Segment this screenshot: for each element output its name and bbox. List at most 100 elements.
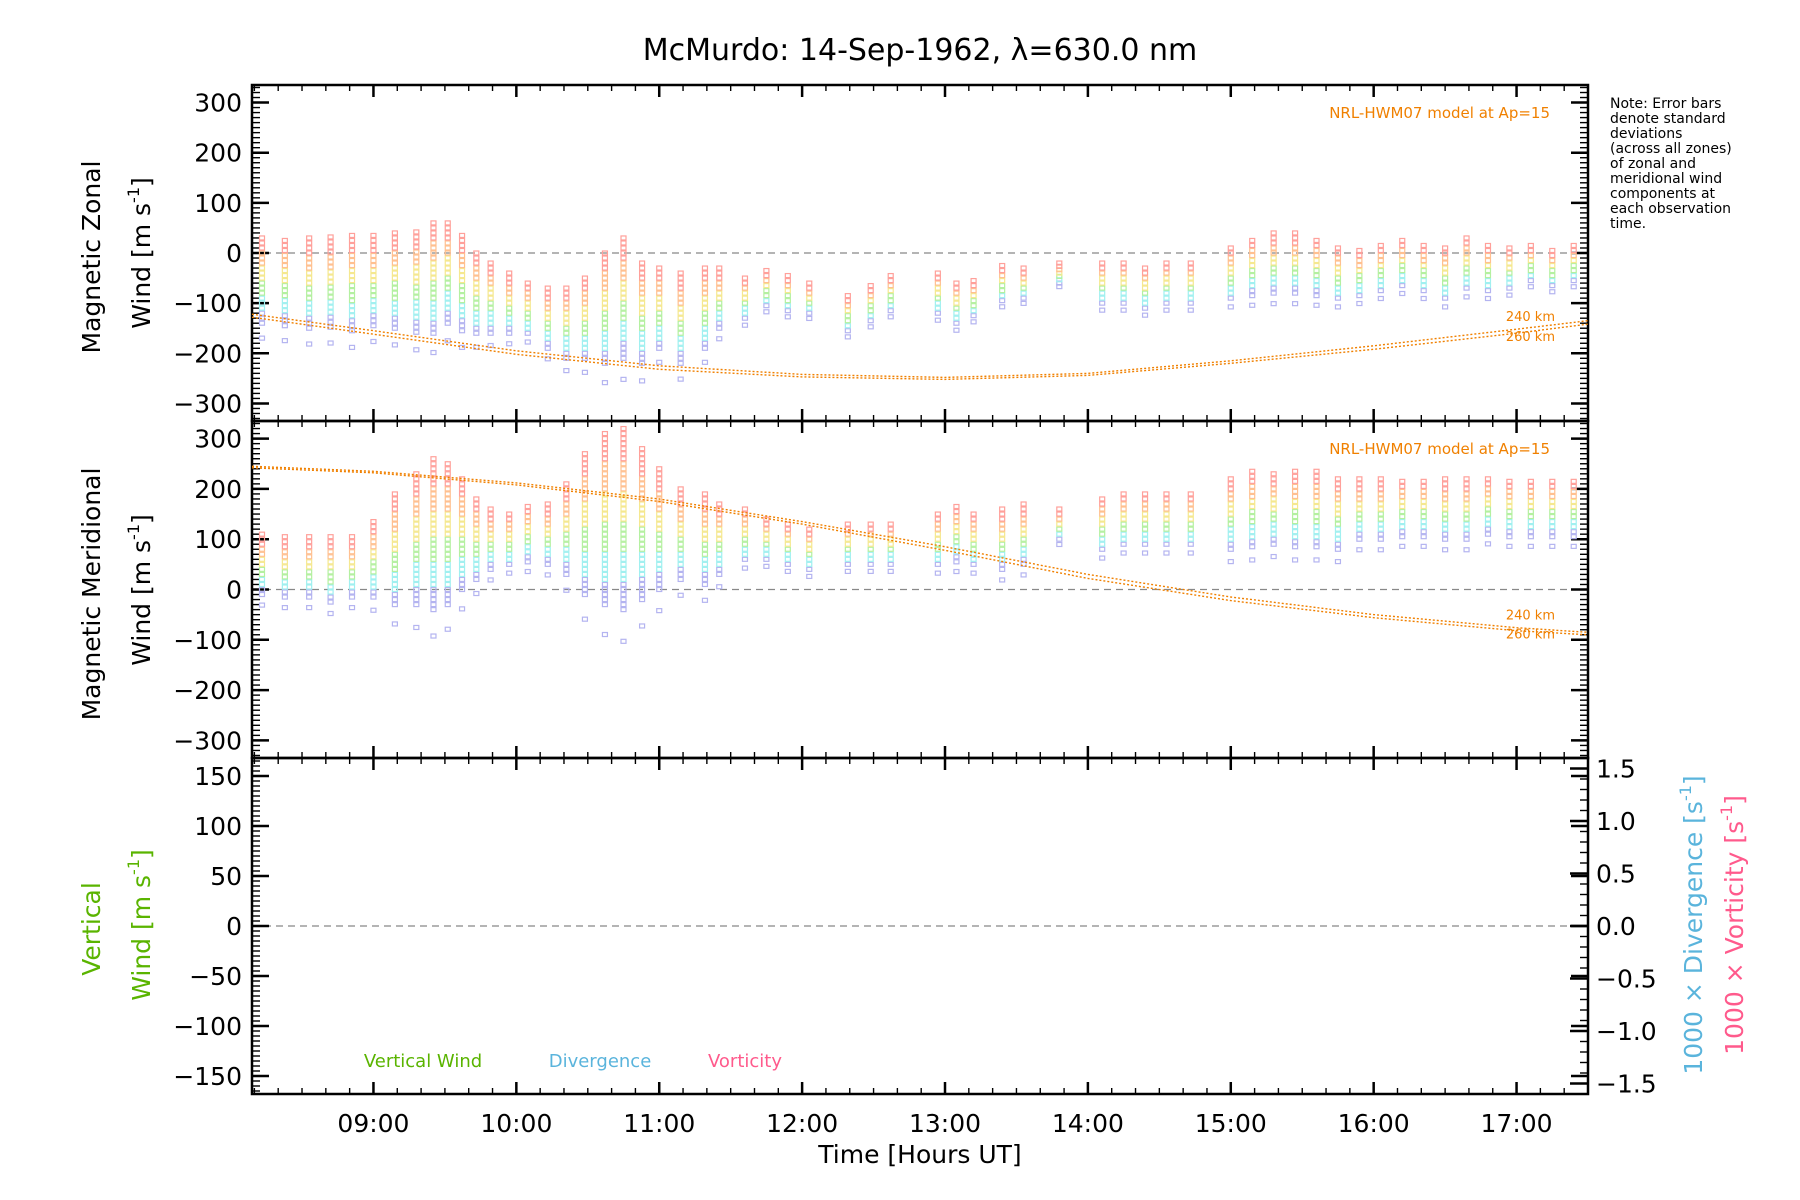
- zonal-obs-point: [1399, 267, 1406, 274]
- meridional-obs-point: [677, 541, 684, 547]
- meridional-obs-point: [656, 481, 663, 487]
- zonal-obs-point: [413, 304, 420, 310]
- meridional-obs-point: [306, 559, 313, 565]
- zonal-plot-frame: [250, 83, 1590, 423]
- meridional-ylabel-line1: Magnetic Meridional: [77, 468, 106, 721]
- meridional-obs-point: [638, 461, 646, 467]
- meridional-obs-point: [677, 571, 684, 578]
- meridional-obs-point: [487, 521, 494, 527]
- meridional-obs-point: [1334, 481, 1342, 487]
- meridional-obs-point: [1442, 491, 1449, 497]
- vertical-ytick-label: −100: [173, 1012, 242, 1041]
- zonal-obs-point: [677, 305, 684, 311]
- meridional-obs-point: [281, 589, 288, 595]
- meridional-obs-point: [430, 551, 437, 557]
- meridional-obs-point: [1291, 483, 1299, 489]
- zonal-obs-point: [1356, 267, 1363, 274]
- meridional-obs-point: [1377, 476, 1384, 482]
- meridional-obs-point: [1549, 483, 1556, 489]
- note-line-7: components at: [1610, 186, 1716, 202]
- meridional-obs-point: [430, 596, 437, 603]
- zonal-obs-point: [638, 330, 646, 336]
- zonal-obs-point: [1549, 252, 1556, 259]
- meridional-obs-point: [487, 556, 494, 562]
- x-tick-label: 11:00: [623, 1109, 695, 1138]
- meridional-obs-point: [370, 518, 377, 525]
- meridional-obs-point: [473, 536, 480, 542]
- meridional-obs-point: [1249, 498, 1256, 505]
- meridional-obs-point: [348, 564, 356, 570]
- meridional-obs-point: [391, 541, 398, 547]
- meridional-obs-point: [1356, 476, 1363, 482]
- zonal-obs-point: [1442, 245, 1449, 251]
- zonal-obs-point: [430, 330, 437, 336]
- zonal-obs-point: [444, 255, 451, 261]
- zonal-obs-point: [506, 305, 513, 311]
- zonal-obs-point: [1249, 262, 1256, 269]
- zonal-obs-point: [258, 255, 266, 261]
- meridional-obs-point: [1463, 511, 1470, 517]
- meridional-obs-point: [458, 511, 466, 517]
- zonal-obs-point: [763, 303, 770, 309]
- meridional-obs-point: [391, 521, 398, 527]
- meridional-obs-point: [306, 579, 313, 585]
- zonal-obs-point: [413, 269, 420, 275]
- meridional-obs-point: [601, 446, 609, 452]
- meridional-obs-point: [1570, 493, 1577, 500]
- zonal-obs-point: [638, 345, 646, 351]
- zonal-obs-point: [430, 305, 437, 311]
- meridional-obs-point: [716, 556, 723, 562]
- zonal-obs-point: [306, 250, 313, 256]
- zonal-obs-outlier: [1020, 300, 1027, 306]
- zonal-obs-point: [524, 320, 531, 326]
- meridional-obs-point: [1141, 536, 1149, 542]
- zonal-obs-point: [1141, 305, 1149, 311]
- zonal-obs-point: [1506, 265, 1513, 271]
- meridional-obs-point: [1356, 496, 1363, 502]
- meridional-obs-outlier: [258, 602, 266, 608]
- meridional-obs-point: [1270, 521, 1277, 527]
- zonal-ytick-label: 100: [194, 189, 242, 218]
- meridional-obs-point: [1399, 478, 1406, 484]
- meridional-obs-point: [544, 561, 551, 567]
- zonal-obs-point: [887, 282, 894, 289]
- meridional-obs-point: [258, 551, 266, 557]
- zonal-obs-point: [391, 325, 398, 331]
- zonal-obs-point: [391, 285, 398, 291]
- meridional-obs-point: [620, 456, 627, 462]
- meridional-obs-point: [1506, 524, 1513, 530]
- x-tick-label: 10:00: [480, 1109, 552, 1138]
- meridional-obs-point: [444, 511, 451, 517]
- zonal-obs-point: [327, 274, 334, 280]
- zonal-obs-point: [1187, 275, 1194, 281]
- meridional-obs-point: [370, 594, 377, 600]
- zonal-obs-point: [413, 259, 420, 265]
- meridional-obs-outlier: [970, 570, 977, 576]
- chart-title: McMurdo: 14-Sep-1962, λ=630.0 nm: [643, 33, 1197, 68]
- zonal-obs-point: [620, 315, 627, 321]
- zonal-obs-point: [1527, 247, 1534, 254]
- zonal-obs-point: [1570, 257, 1577, 264]
- zonal-obs-point: [444, 310, 451, 316]
- meridional-obs-point: [1463, 476, 1470, 482]
- zonal-obs-point: [258, 305, 266, 311]
- zonal-obs-point: [1399, 277, 1406, 284]
- zonal-obs-point: [638, 320, 646, 326]
- meridional-obs-point: [327, 569, 334, 575]
- zonal-obs-point: [620, 345, 627, 351]
- meridional-obs-point: [1291, 513, 1299, 520]
- zonal-obs-point: [1549, 272, 1556, 279]
- zonal-obs-point: [563, 350, 570, 356]
- zonal-obs-point: [444, 240, 451, 246]
- meridional-obs-point: [458, 496, 466, 502]
- zonal-obs-point: [1020, 290, 1027, 296]
- zonal-obs-point: [1570, 247, 1577, 254]
- meridional-obs-point: [306, 589, 313, 595]
- zonal-obs-point: [677, 335, 684, 341]
- meridional-obs-point: [391, 581, 398, 588]
- zonal-model-curve-label: 240 km: [1506, 310, 1555, 325]
- zonal-obs-point: [1356, 257, 1363, 264]
- meridional-obs-point: [953, 503, 960, 510]
- meridional-obs-point: [370, 589, 377, 595]
- meridional-ylabel-close: ]: [127, 514, 156, 524]
